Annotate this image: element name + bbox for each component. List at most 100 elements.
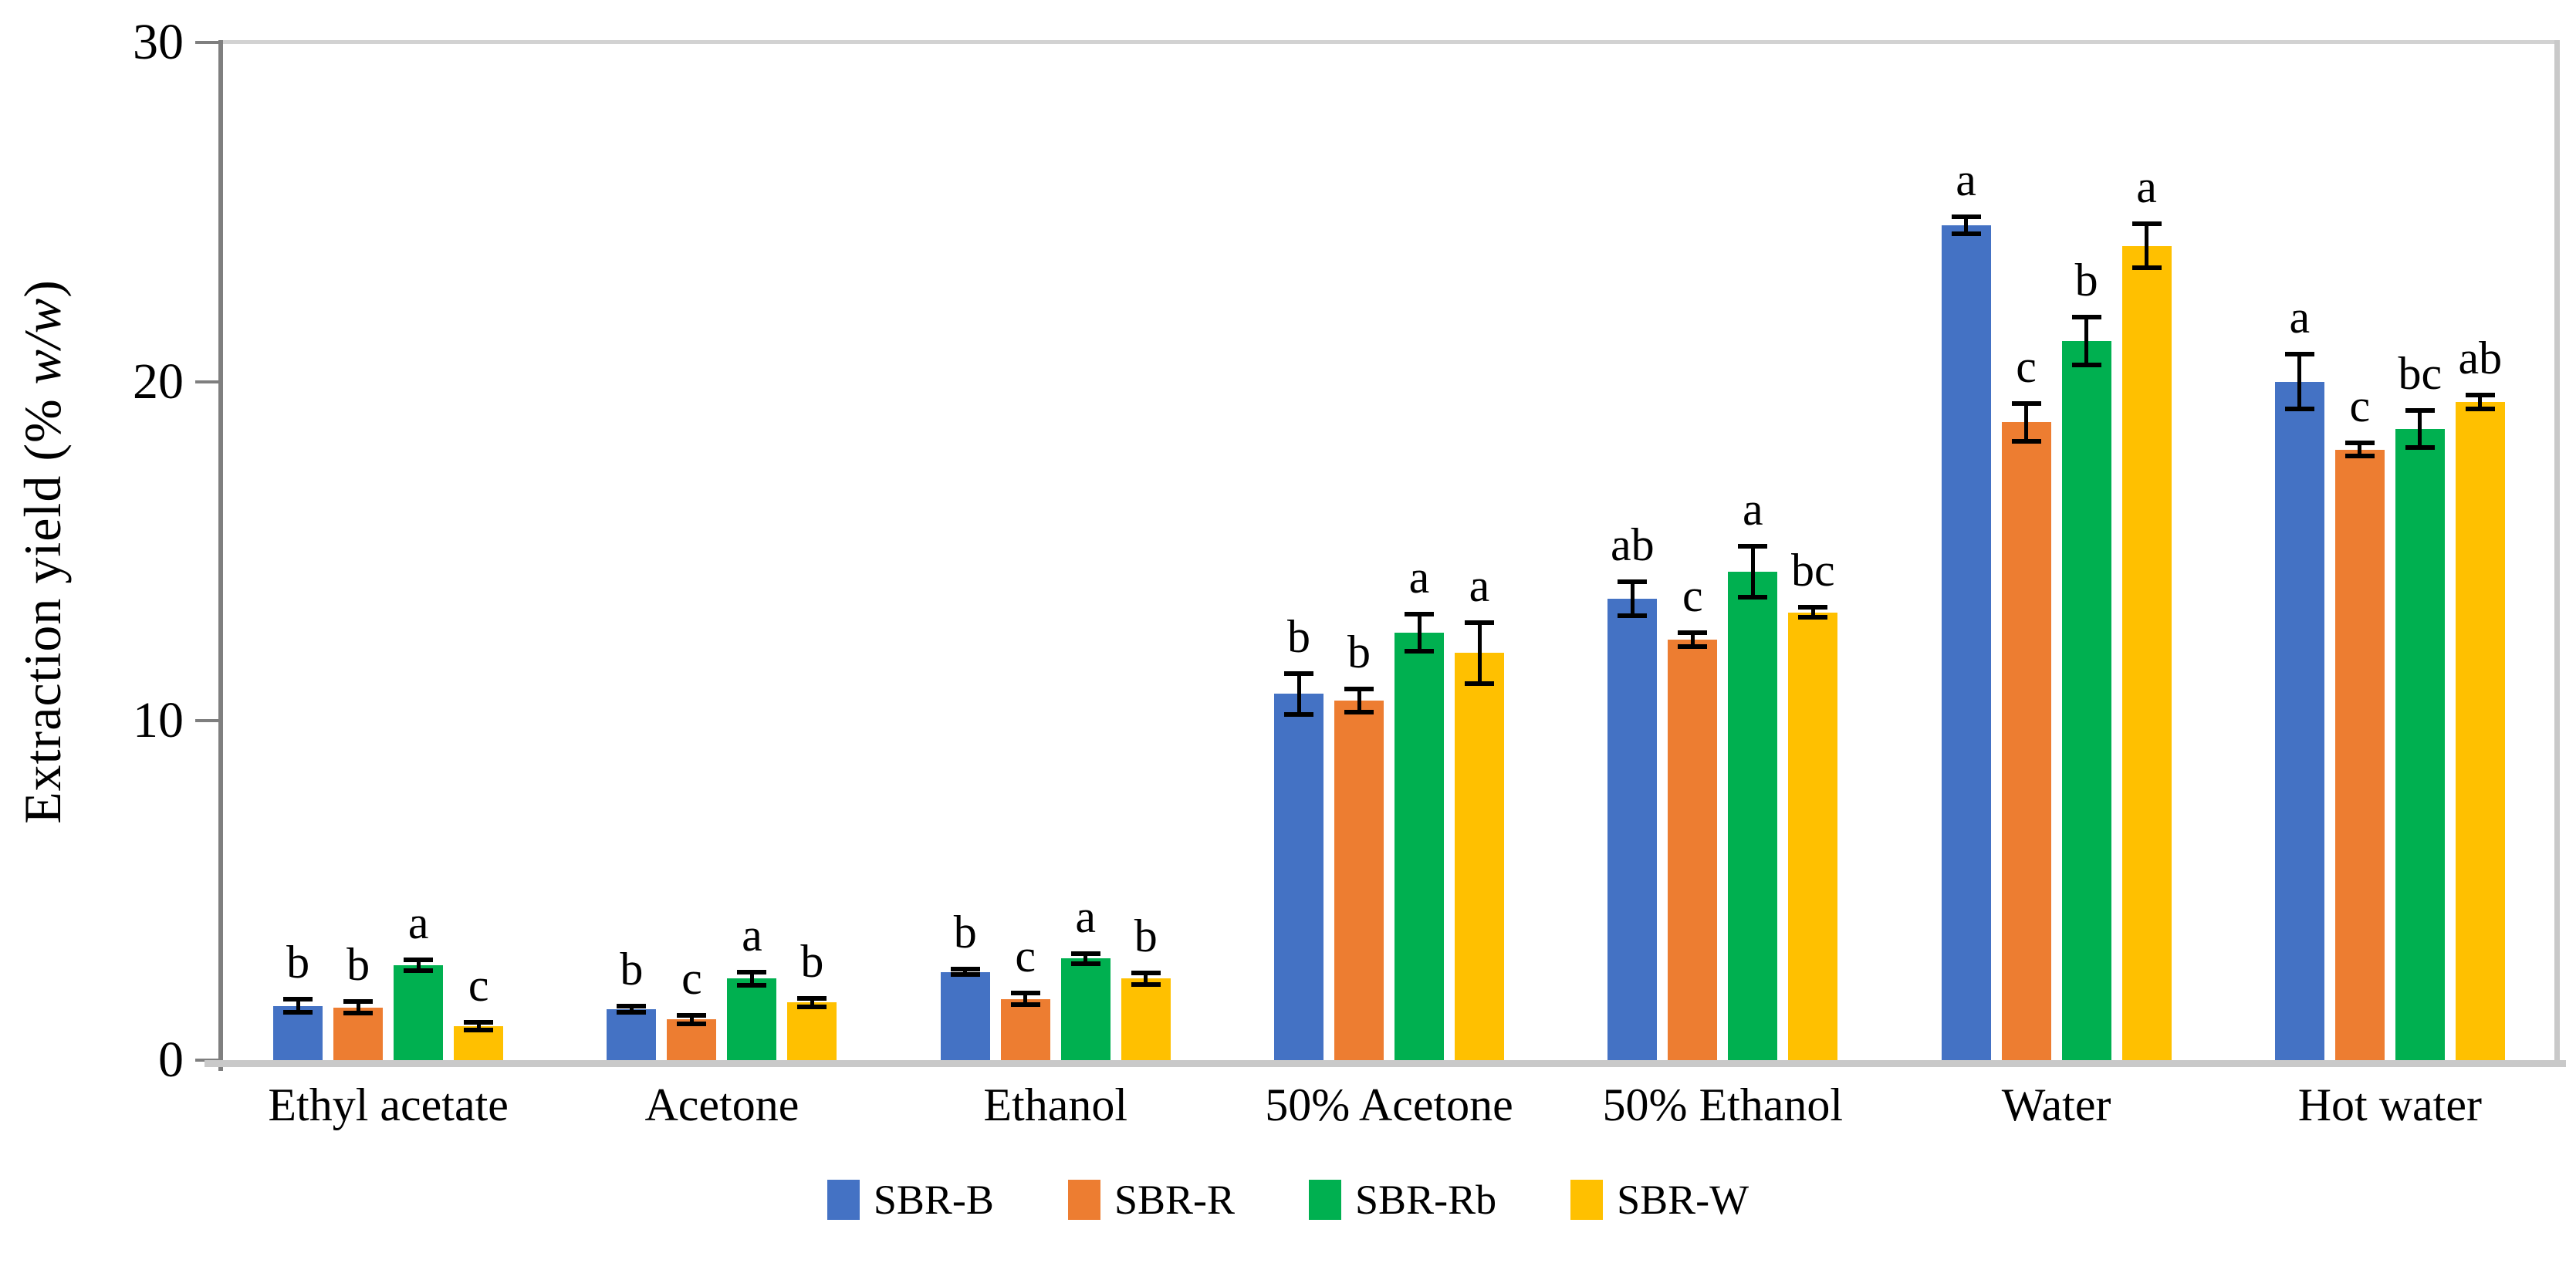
category-label-50% Ethanol: 50% Ethanol <box>1602 1079 1844 1130</box>
y-axis-line <box>218 40 223 1071</box>
significance-letter: b <box>620 943 644 995</box>
error-bar <box>749 971 754 986</box>
error-bar <box>1357 689 1361 712</box>
bar-SBR-Rb-Water <box>2061 340 2111 1060</box>
bar-SBR-B-Ethanol <box>940 971 990 1060</box>
error-bar-cap <box>343 1011 374 1016</box>
error-bar-cap <box>1284 670 1313 676</box>
error-bar-cap <box>1738 594 1768 600</box>
error-bar-cap <box>404 968 434 973</box>
legend-item-SBR-B: SBR-B <box>827 1179 994 1221</box>
error-bar <box>963 969 968 975</box>
category-label-Acetone: Acetone <box>644 1079 800 1130</box>
significance-letter: b <box>2074 255 2098 306</box>
error-bar-cap <box>1405 611 1434 616</box>
legend-label: SBR-B <box>873 1177 994 1223</box>
error-bar-cap <box>2011 438 2041 444</box>
error-bar <box>416 959 421 971</box>
y-axis-tick-label: 30 <box>133 14 184 70</box>
error-bar <box>2145 224 2149 269</box>
plot-top-border <box>221 40 2560 44</box>
error-bar <box>1690 633 1695 647</box>
error-bar <box>1144 973 1148 985</box>
error-bar-cap <box>1678 643 1708 649</box>
error-bar-cap <box>2344 440 2375 445</box>
error-bar <box>1083 953 1088 964</box>
error-bar <box>356 1001 360 1014</box>
error-bar-cap <box>464 1028 494 1033</box>
bar-SBR-R-50% Acetone <box>1334 700 1384 1060</box>
error-bar <box>296 998 300 1013</box>
category-label-Ethanol: Ethanol <box>983 1079 1128 1130</box>
legend-swatch-icon <box>827 1180 860 1220</box>
significance-letter: a <box>1742 483 1763 535</box>
error-bar <box>1417 613 1422 652</box>
error-bar-cap <box>1738 543 1768 549</box>
bar-SBR-R-Ethyl acetate <box>333 1007 384 1060</box>
error-bar <box>1964 217 1969 235</box>
category-label-50% Acetone: 50% Acetone <box>1265 1079 1513 1130</box>
y-axis-tick-label: 20 <box>133 353 184 410</box>
significance-letter: a <box>1956 154 1976 206</box>
error-bar-cap <box>1131 981 1161 987</box>
y-axis-title-italic: w/w <box>13 297 72 385</box>
legend-label: SBR-R <box>1114 1177 1236 1223</box>
significance-letter: b <box>1347 627 1371 677</box>
bar-SBR-R-Water <box>2001 422 2051 1060</box>
bar-SBR-Rb-Ethanol <box>1060 958 1111 1060</box>
bar-SBR-R-Hot water <box>2334 449 2385 1060</box>
significance-letter: c <box>681 952 702 1004</box>
significance-letter: b <box>286 936 310 988</box>
y-axis-title-suffix: ) <box>13 279 72 298</box>
error-bar-cap <box>1618 613 1648 619</box>
error-bar-cap <box>2405 408 2435 414</box>
legend-item-SBR-R: SBR-R <box>1067 1177 1236 1223</box>
significance-letter: a <box>1075 890 1097 942</box>
bar-SBR-W-Acetone <box>787 1002 837 1060</box>
error-bar-cap <box>1284 711 1313 717</box>
error-bar-cap <box>2071 362 2101 367</box>
bar-SBR-Rb-50% Ethanol <box>1728 571 1778 1060</box>
significance-letter: bc <box>1790 545 1835 596</box>
error-bar-cap <box>1465 681 1494 686</box>
error-bar-cap <box>283 1010 313 1015</box>
bar-SBR-B-50% Ethanol <box>1607 599 1658 1060</box>
error-bar-cap <box>617 1010 647 1015</box>
error-bar-cap <box>2071 315 2101 320</box>
y-axis-tick <box>195 41 218 44</box>
error-bar-cap <box>2344 454 2375 459</box>
y-axis-title: Extraction yield (% w/w) <box>12 279 73 824</box>
error-bar-cap <box>737 983 767 988</box>
legend-item-SBR-W: SBR-W <box>1570 1179 1749 1221</box>
category-label-Hot water: Hot water <box>2297 1079 2482 1130</box>
error-bar <box>476 1022 481 1031</box>
bar-SBR-R-Acetone <box>667 1019 717 1060</box>
error-bar-cap <box>677 1021 707 1026</box>
significance-letter: b <box>953 907 977 958</box>
error-bar <box>2478 395 2483 409</box>
error-bar-cap <box>950 972 980 978</box>
y-axis-tick-label: 0 <box>158 1032 184 1088</box>
significance-letter: a <box>2136 161 2157 213</box>
legend-label: SBR-W <box>1617 1177 1749 1223</box>
error-bar-cap <box>2405 445 2435 451</box>
error-bar-cap <box>1951 214 1981 220</box>
significance-letter: c <box>2349 380 2371 431</box>
legend-item-SBR-Rb: SBR-Rb <box>1309 1179 1496 1221</box>
bar-SBR-W-Ethanol <box>1121 978 1171 1060</box>
error-bar <box>2358 442 2362 457</box>
y-axis-tick <box>195 380 218 383</box>
significance-letter: b <box>347 939 370 991</box>
error-bar-cap <box>1344 709 1374 714</box>
error-bar <box>1296 673 1301 714</box>
error-bar <box>1750 545 1755 597</box>
error-bar-cap <box>1951 231 1981 237</box>
bar-SBR-R-Ethanol <box>1000 998 1050 1060</box>
significance-letter: b <box>1134 910 1158 961</box>
error-bar <box>2297 354 2302 409</box>
bar-SBR-R-50% Ethanol <box>1668 639 1718 1060</box>
bar-SBR-B-50% Acetone <box>1274 694 1323 1060</box>
significance-letter: b <box>800 935 824 987</box>
error-bar-cap <box>617 1003 647 1008</box>
